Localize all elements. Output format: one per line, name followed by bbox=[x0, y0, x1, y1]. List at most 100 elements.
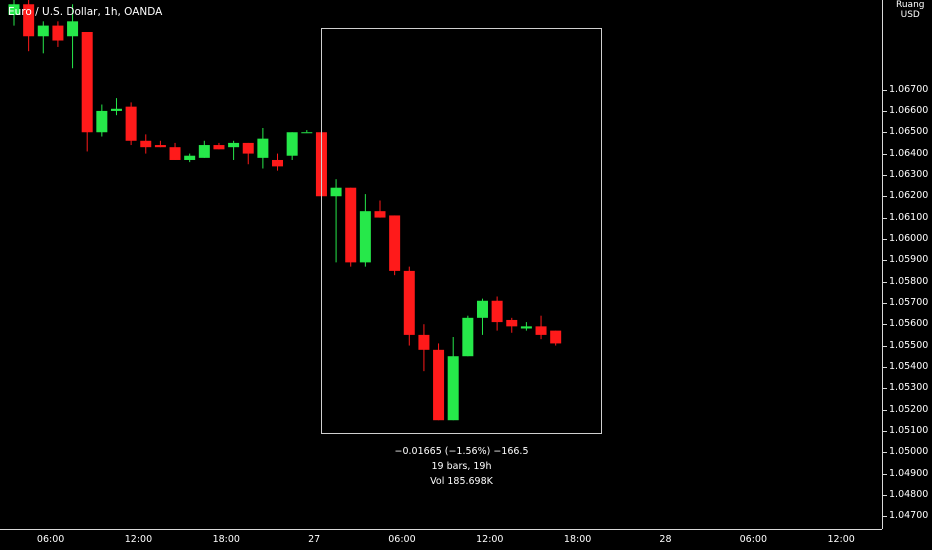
measure-range-box[interactable] bbox=[321, 28, 602, 434]
price-tick bbox=[883, 430, 887, 432]
candlestick-chart[interactable] bbox=[0, 0, 882, 529]
candle bbox=[140, 134, 152, 154]
candle-body bbox=[506, 319, 518, 327]
candle bbox=[96, 104, 108, 137]
candle bbox=[359, 194, 371, 267]
candle-body bbox=[520, 326, 532, 329]
candle-body bbox=[257, 138, 269, 158]
price-tick bbox=[883, 153, 887, 155]
price-tick bbox=[883, 281, 887, 283]
candle-body bbox=[228, 142, 240, 148]
candle-body bbox=[125, 106, 137, 141]
candle-body bbox=[242, 142, 254, 154]
candle bbox=[125, 102, 137, 146]
currency-label: Ruang USD bbox=[896, 0, 925, 20]
price-label: 1.06600 bbox=[889, 104, 929, 116]
candle bbox=[403, 266, 415, 346]
candle-body bbox=[491, 300, 503, 323]
candle bbox=[550, 330, 562, 346]
candle bbox=[418, 324, 430, 372]
candle bbox=[154, 140, 166, 148]
price-label: 1.06300 bbox=[889, 168, 929, 180]
candle bbox=[535, 315, 547, 340]
candle bbox=[228, 140, 240, 160]
candle-body bbox=[169, 147, 181, 160]
time-label: 27 bbox=[308, 534, 321, 545]
price-tick bbox=[883, 516, 887, 518]
price-label: 1.05800 bbox=[889, 275, 929, 287]
price-label: 1.06100 bbox=[889, 211, 929, 223]
price-label: 1.04900 bbox=[889, 467, 929, 479]
candle-body bbox=[184, 155, 196, 160]
candle-body bbox=[330, 187, 342, 197]
price-tick bbox=[883, 238, 887, 240]
price-tick bbox=[883, 324, 887, 326]
candle-body bbox=[345, 187, 357, 263]
price-tick bbox=[883, 174, 887, 176]
price-label: 1.04800 bbox=[889, 488, 929, 500]
candle bbox=[184, 153, 196, 163]
candle bbox=[491, 296, 503, 331]
price-label: 1.06000 bbox=[889, 232, 929, 244]
candle bbox=[374, 200, 386, 218]
symbol-title: Euro / U.S. Dollar, 1h, OANDA bbox=[8, 6, 163, 18]
candle bbox=[520, 322, 532, 331]
candle-body bbox=[23, 4, 35, 37]
candle bbox=[23, 0, 35, 52]
candle-body bbox=[81, 31, 93, 133]
candle bbox=[389, 215, 401, 276]
time-label: 12:00 bbox=[827, 534, 855, 545]
candle-body bbox=[403, 270, 415, 335]
candle bbox=[301, 130, 313, 134]
time-label: 18:00 bbox=[212, 534, 240, 545]
currency-label-line2: USD bbox=[900, 10, 920, 20]
candle-body bbox=[213, 145, 225, 150]
candle bbox=[506, 317, 518, 333]
price-label: 1.06500 bbox=[889, 126, 929, 138]
price-label: 1.06700 bbox=[889, 83, 929, 95]
price-label: 1.05100 bbox=[889, 424, 929, 436]
price-tick bbox=[883, 494, 887, 496]
time-label: 06:00 bbox=[36, 534, 65, 545]
currency-label-line1: Ruang bbox=[896, 0, 925, 10]
candle-body bbox=[8, 4, 20, 15]
price-tick bbox=[883, 409, 887, 411]
candle bbox=[476, 298, 488, 335]
price-label: 1.06400 bbox=[889, 147, 929, 159]
price-label: 1.05000 bbox=[889, 446, 929, 458]
time-label: 12:00 bbox=[476, 534, 504, 545]
candle bbox=[67, 4, 79, 69]
candle bbox=[8, 0, 20, 26]
candle-body bbox=[389, 215, 401, 271]
price-label: 1.06200 bbox=[889, 190, 929, 202]
candle-body bbox=[52, 25, 64, 41]
candle bbox=[286, 132, 298, 160]
candle bbox=[330, 179, 342, 263]
candle-body bbox=[433, 349, 445, 421]
price-tick bbox=[883, 260, 887, 262]
candle bbox=[52, 21, 64, 47]
candle bbox=[37, 21, 49, 54]
measure-info: −0.01665 (−1.56%) −166.5 19 bars, 19h Vo… bbox=[321, 444, 602, 489]
time-label: 12:00 bbox=[124, 534, 153, 545]
candle-body bbox=[535, 326, 547, 335]
price-tick bbox=[883, 345, 887, 347]
price-label: 1.04700 bbox=[889, 510, 929, 522]
candle-body bbox=[447, 356, 459, 421]
candle-body bbox=[550, 330, 562, 344]
price-tick bbox=[883, 452, 887, 454]
price-tick bbox=[883, 89, 887, 91]
candle bbox=[447, 337, 459, 421]
candle bbox=[257, 127, 269, 169]
price-axis[interactable]: Ruang USD 1.06700 1.06600 1.06500 1.06400 1.… bbox=[882, 0, 932, 529]
candle bbox=[433, 343, 445, 421]
candle-body bbox=[154, 145, 166, 148]
price-label: 1.05300 bbox=[889, 382, 929, 394]
time-axis[interactable]: 06:00 12:00 18:00 27 06:00 12:00 18:00 28 06:00 1… bbox=[0, 529, 882, 550]
price-tick bbox=[883, 110, 887, 112]
candle bbox=[345, 187, 357, 267]
candle-body bbox=[198, 145, 210, 158]
candle-body bbox=[359, 211, 371, 263]
price-tick bbox=[883, 132, 887, 134]
time-label: 28 bbox=[659, 534, 672, 545]
